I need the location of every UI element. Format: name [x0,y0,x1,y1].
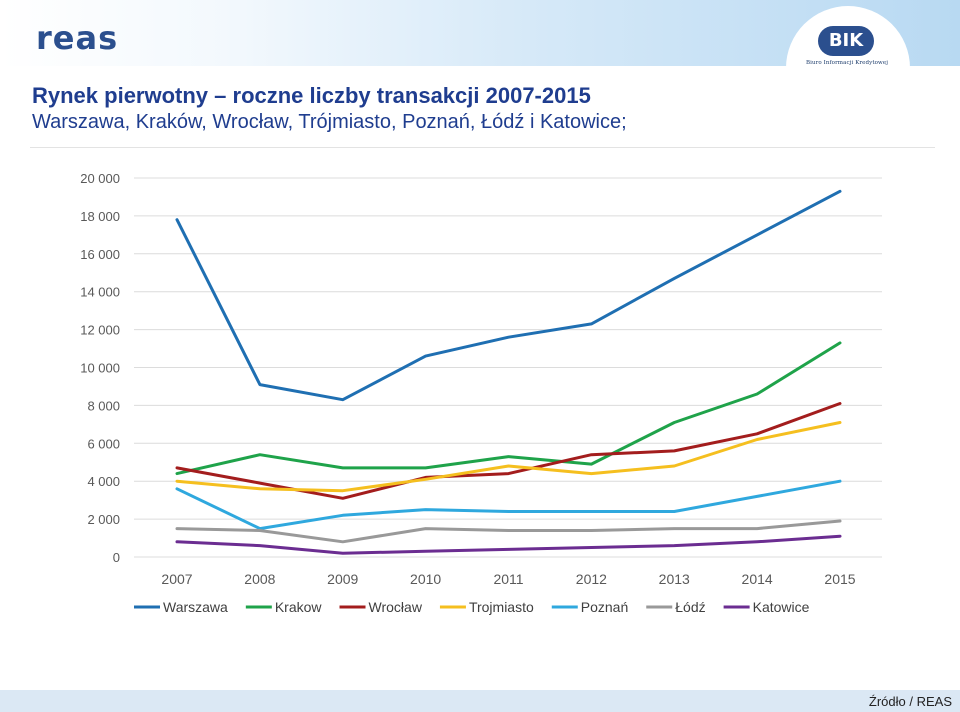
legend-label: Krakow [275,599,323,615]
y-tick-label: 6 000 [87,436,120,451]
source-bar: Źródło / REAS [0,690,960,712]
series-line-warszawa [175,189,842,402]
series-line-łódź [175,519,842,544]
x-tick-label: 2014 [742,571,773,587]
series-line-katowice [175,534,842,555]
x-tick-label: 2009 [327,571,358,587]
series-line-krakow [175,341,842,476]
reas-logo: reas [36,19,119,57]
x-tick-label: 2013 [659,571,690,587]
y-axis-labels: 0 2 000 4 000 6 000 8 000 10 000 12 000 14 000 1… [80,171,120,565]
x-tick-label: 2008 [244,571,275,587]
series-lines [175,189,842,555]
legend-label: Warszawa [163,599,228,615]
y-tick-label: 14 000 [80,285,120,300]
x-tick-label: 2011 [493,571,523,587]
x-tick-label: 2007 [161,571,192,587]
line-chart: 0 2 000 4 000 6 000 8 000 10 000 12 000 14 000 1… [80,171,882,615]
bik-logo: BIK [818,26,874,56]
y-tick-label: 16 000 [80,247,120,262]
legend: Warszawa Krakow Wrocław Trojmiasto Poznań Łód… [134,599,810,615]
y-tick-label: 20 000 [80,171,120,186]
x-axis-labels: 2007 2008 2009 2010 2011 2012 2013 2014 2015 [161,571,855,587]
y-tick-label: 8 000 [87,398,120,413]
gridlines [134,177,882,558]
x-tick-label: 2012 [576,571,607,587]
y-tick-label: 12 000 [80,323,120,338]
y-tick-label: 0 [113,550,120,565]
series-line-poznań [175,479,842,531]
legend-label: Katowice [753,599,810,615]
series-line-trojmiasto [175,421,842,493]
x-tick-label: 2010 [410,571,441,587]
series-line-wrocław [175,402,842,500]
y-tick-label: 4 000 [87,474,120,489]
bik-logo-caption: Biuro Informacji Kredytowej [805,60,889,66]
y-tick-label: 2 000 [87,512,120,527]
legend-label: Poznań [581,599,628,615]
legend-label: Łódź [675,599,705,615]
chart-title: Rynek pierwotny – roczne liczby transakc… [32,83,591,108]
source-label: Źródło / REAS [868,694,952,709]
legend-label: Trojmiasto [469,599,534,615]
chart-subtitle: Warszawa, Kraków, Wrocław, Trójmiasto, P… [32,111,627,133]
legend-label: Wrocław [369,599,423,615]
title-divider [30,147,935,148]
x-tick-label: 2015 [824,571,855,587]
y-tick-label: 10 000 [80,361,120,376]
y-tick-label: 18 000 [80,209,120,224]
